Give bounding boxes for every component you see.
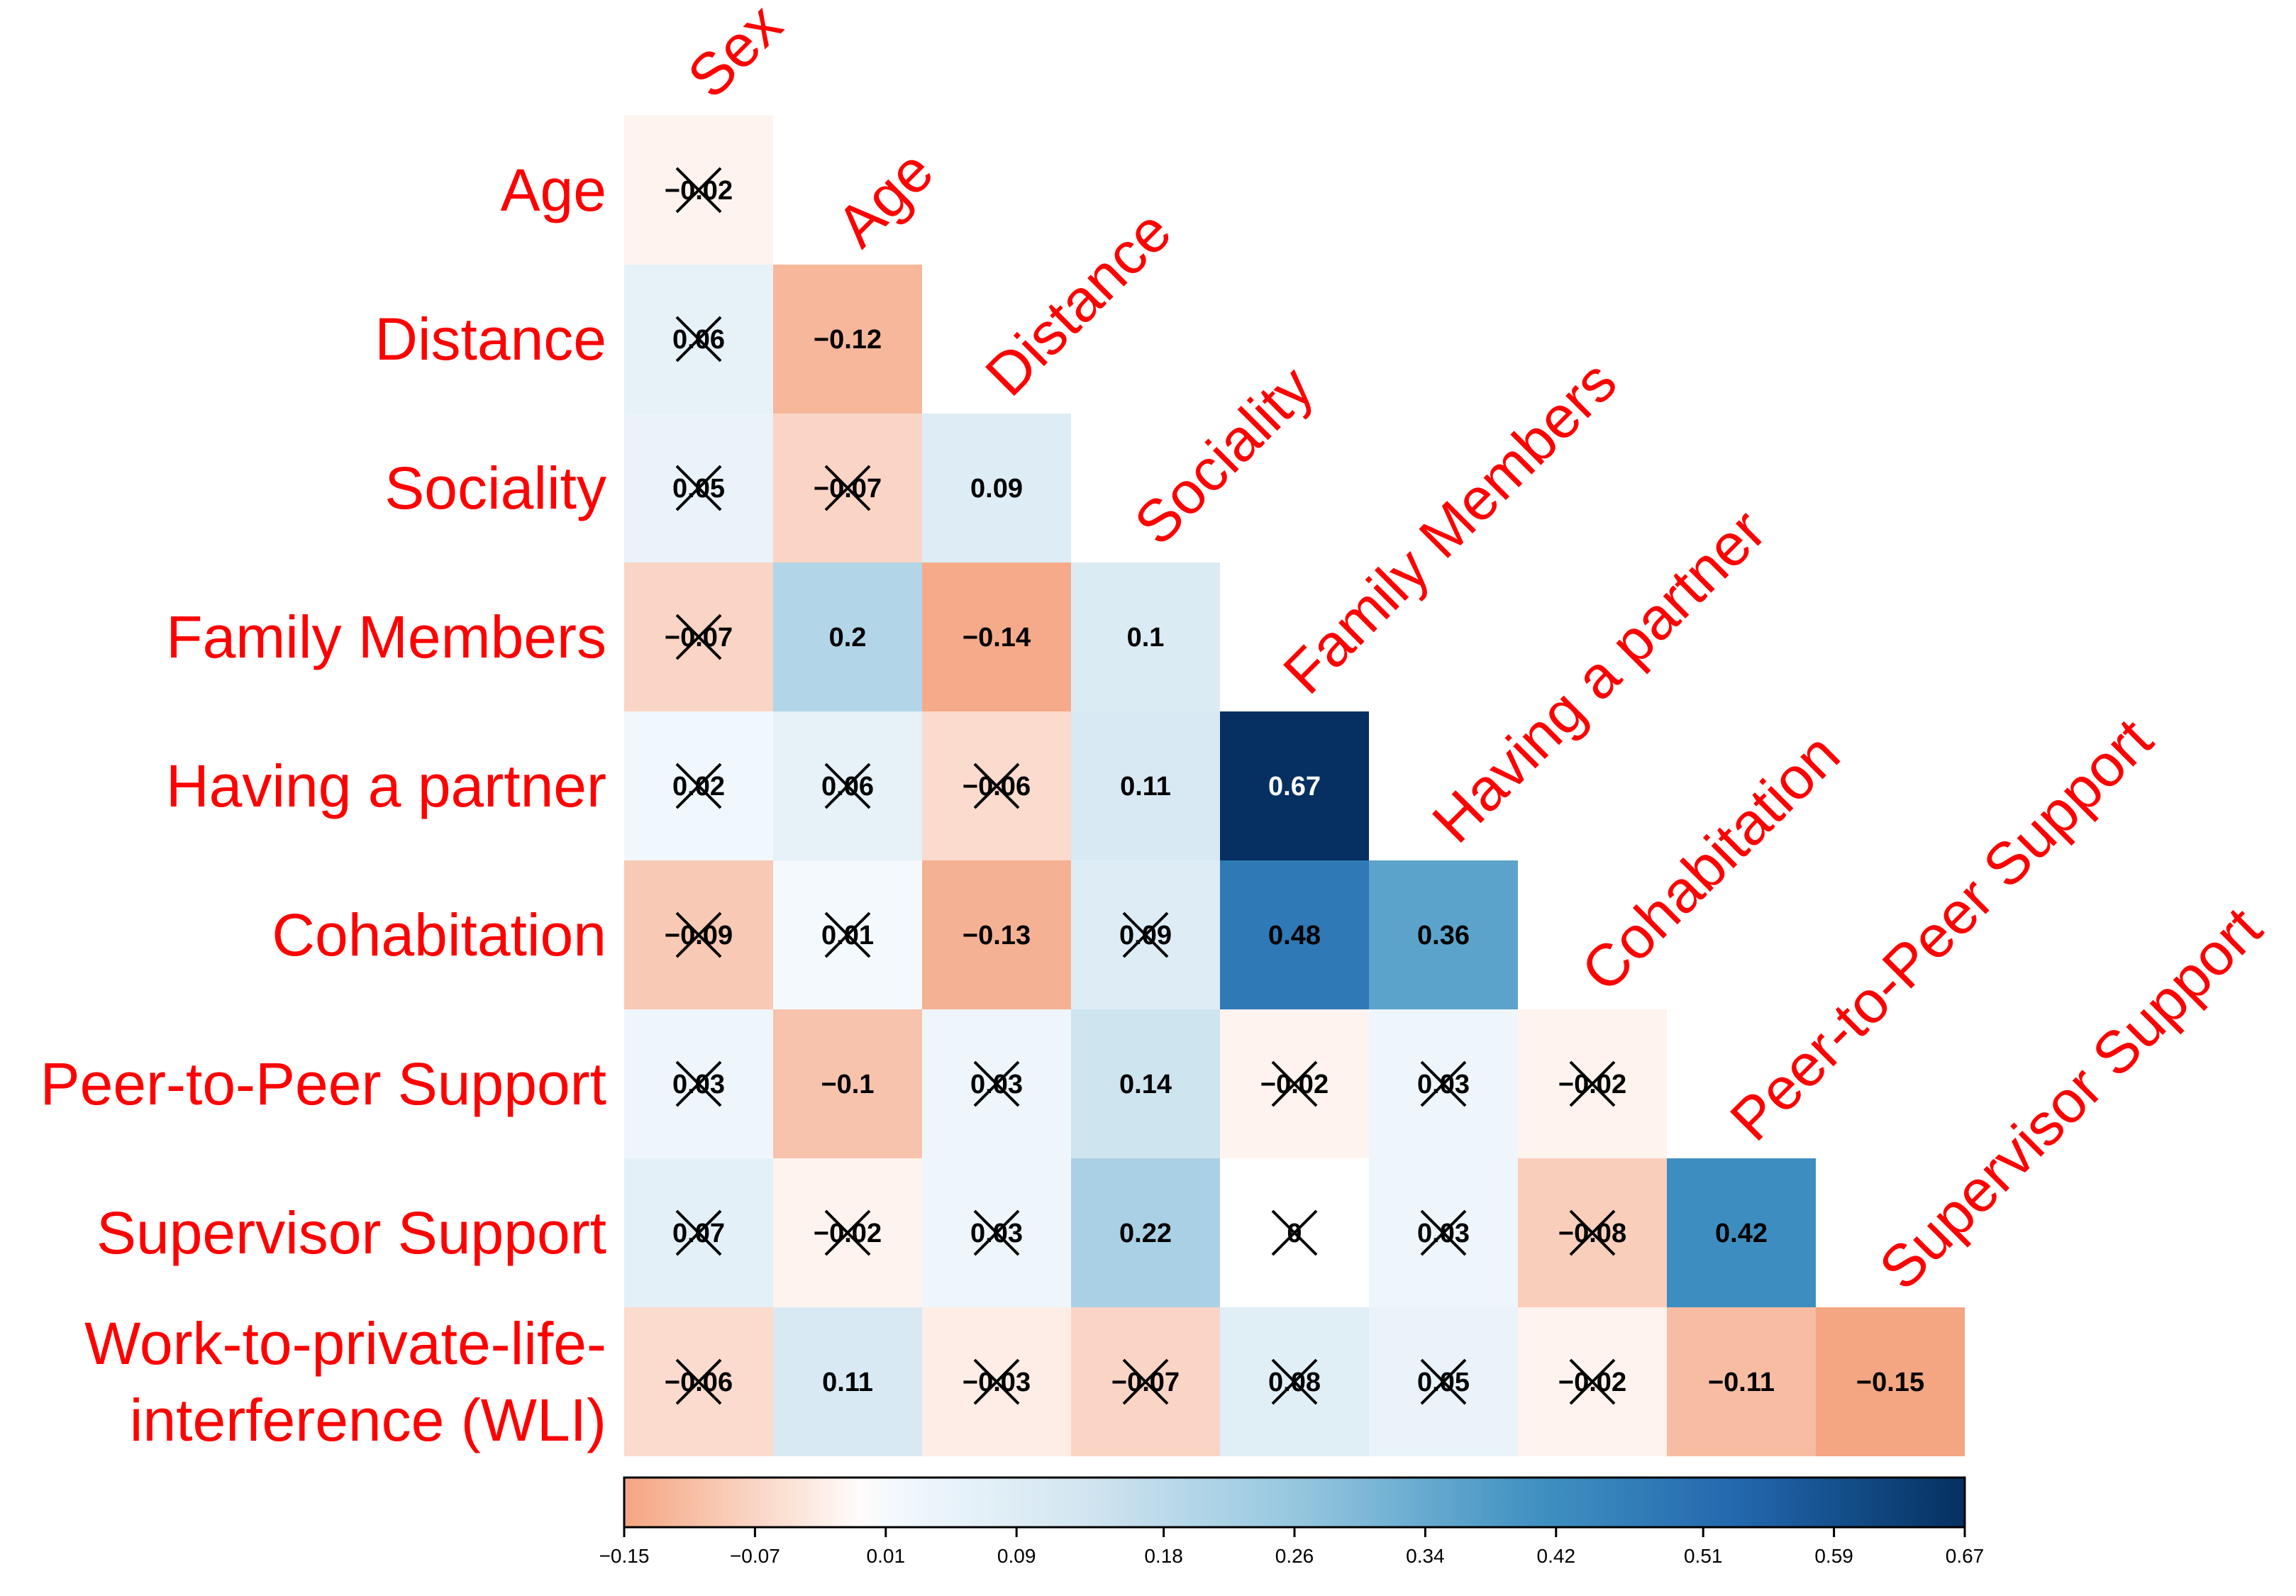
- cell-value-r5-c5: 0.36: [1417, 921, 1470, 951]
- not-significant-cross-r8-c0: [675, 1358, 722, 1405]
- row-labels: Age Distance Sociality Family Members Having…: [40, 157, 606, 1453]
- cell-r7-c7: [1667, 1158, 1816, 1307]
- colorbar-tick-label: 0.42: [1537, 1545, 1576, 1567]
- column-label-age: Age: [823, 138, 945, 260]
- cell-r4-c3: [1071, 711, 1220, 860]
- colorbar-tick-label: 0.59: [1814, 1545, 1853, 1567]
- not-significant-cross-r4-c2: [973, 763, 1020, 809]
- cell-r3-c3: [1071, 563, 1220, 711]
- row-label-distance: Distance: [375, 306, 606, 372]
- not-significant-cross-r7-c4: [1271, 1209, 1318, 1256]
- column-label-distance: Distance: [972, 197, 1184, 409]
- cell-r2-c2: [922, 414, 1071, 563]
- not-significant-cross-r8-c3: [1122, 1358, 1169, 1405]
- row-label-peer-to-peer-support: Peer-to-Peer Support: [40, 1051, 606, 1117]
- not-significant-cross-r7-c5: [1420, 1209, 1467, 1256]
- row-label-having-a-partner: Having a partner: [166, 753, 606, 819]
- cell-value-r3-c3: 0.1: [1127, 623, 1165, 653]
- not-significant-cross-r8-c5: [1420, 1358, 1467, 1405]
- cell-r8-c8: [1816, 1307, 1965, 1456]
- column-label-sex: Sex: [675, 0, 794, 111]
- cell-r8-c7: [1667, 1307, 1816, 1456]
- cell-r4-c4: [1220, 711, 1369, 860]
- not-significant-cross-r1-c0: [675, 316, 722, 362]
- not-significant-cross-r6-c6: [1569, 1060, 1616, 1107]
- not-significant-cross-r7-c0: [675, 1209, 722, 1256]
- not-significant-cross-r7-c1: [824, 1209, 871, 1256]
- not-significant-cross-r7-c6: [1569, 1209, 1616, 1256]
- colorbar-tick-label: 0.09: [997, 1545, 1036, 1567]
- cell-value-r3-c2: −0.14: [963, 623, 1031, 653]
- not-significant-cross-r5-c0: [675, 911, 722, 958]
- row-label-sociality: Sociality: [384, 455, 606, 521]
- cell-value-r6-c3: 0.14: [1119, 1070, 1172, 1099]
- not-significant-cross-r6-c4: [1271, 1060, 1318, 1107]
- cell-r1-c1: [773, 265, 922, 414]
- cell-value-r7-c3: 0.22: [1119, 1219, 1172, 1248]
- colorbar-tick-label: 0.34: [1406, 1545, 1445, 1567]
- cell-value-r2-c2: 0.09: [970, 474, 1023, 504]
- heatmap-cells: −0.020.06−0.120.05−0.070.09−0.070.2−0.14…: [624, 116, 1965, 1456]
- row-label-supervisor-support: Supervisor Support: [96, 1199, 606, 1266]
- colorbar-gradient: [623, 1476, 1966, 1529]
- not-significant-cross-r8-c6: [1569, 1358, 1616, 1405]
- cell-value-r8-c1: 0.11: [822, 1368, 873, 1397]
- cell-value-r5-c2: −0.13: [963, 921, 1031, 951]
- colorbar-tick-label: 0.51: [1684, 1545, 1723, 1567]
- cell-r8-c1: [773, 1307, 922, 1456]
- colorbar-tick-label: 0.67: [1946, 1545, 1985, 1567]
- cell-value-r4-c4: 0.67: [1268, 772, 1321, 802]
- cell-r5-c5: [1369, 860, 1518, 1009]
- row-label-age: Age: [501, 157, 606, 223]
- not-significant-cross-r4-c0: [675, 763, 722, 809]
- not-significant-cross-r2-c0: [675, 465, 722, 511]
- not-significant-cross-r4-c1: [824, 763, 871, 809]
- not-significant-cross-r6-c5: [1420, 1060, 1467, 1107]
- cell-r3-c1: [773, 563, 922, 711]
- not-significant-cross-r6-c2: [973, 1060, 1020, 1107]
- cell-r6-c1: [773, 1009, 922, 1158]
- not-significant-cross-r5-c1: [824, 911, 871, 958]
- row-label-family-members: Family Members: [166, 604, 606, 670]
- column-label-cohabitation: Cohabitation: [1568, 721, 1852, 1004]
- cell-r3-c2: [922, 563, 1071, 711]
- column-label-sociality: Sociality: [1121, 353, 1326, 558]
- cell-value-r8-c7: −0.11: [1708, 1368, 1775, 1397]
- row-label-cohabitation: Cohabitation: [272, 902, 606, 968]
- colorbar-tick-label: 0.26: [1275, 1545, 1314, 1567]
- colorbar: −0.15 −0.07 0.01 0.09 0.18 0.26 0.34 0.42 0.51 0.…: [599, 1476, 1985, 1567]
- cell-value-r7-c7: 0.42: [1715, 1219, 1768, 1248]
- cell-r5-c2: [922, 860, 1071, 1009]
- cell-value-r4-c3: 0.11: [1120, 772, 1171, 802]
- not-significant-cross-r0-c0: [675, 167, 722, 214]
- cell-value-r3-c1: 0.2: [829, 623, 867, 653]
- not-significant-cross-r8-c4: [1271, 1358, 1318, 1405]
- not-significant-cross-r6-c0: [675, 1060, 722, 1107]
- colorbar-tick-label: −0.15: [599, 1545, 650, 1567]
- not-significant-cross-r5-c3: [1122, 911, 1169, 958]
- not-significant-cross-r8-c2: [973, 1358, 1020, 1405]
- not-significant-cross-r7-c2: [973, 1209, 1020, 1256]
- cell-r5-c4: [1220, 860, 1369, 1009]
- colorbar-tick-label: 0.18: [1144, 1545, 1183, 1567]
- colorbar-tick-label: 0.01: [867, 1545, 906, 1567]
- not-significant-cross-r2-c1: [824, 465, 871, 511]
- cell-r7-c3: [1071, 1158, 1220, 1307]
- cell-value-r6-c1: −0.1: [821, 1070, 874, 1099]
- cell-value-r8-c8: −0.15: [1856, 1368, 1924, 1397]
- row-label-work-to-private-life-interference-wli: Work-to-private-life-interference (WLI): [84, 1310, 606, 1453]
- cell-value-r5-c4: 0.48: [1268, 921, 1321, 951]
- colorbar-tick-label: −0.07: [730, 1545, 780, 1567]
- not-significant-cross-r3-c0: [675, 614, 722, 660]
- cell-r6-c3: [1071, 1009, 1220, 1158]
- cell-value-r1-c1: −0.12: [814, 325, 882, 355]
